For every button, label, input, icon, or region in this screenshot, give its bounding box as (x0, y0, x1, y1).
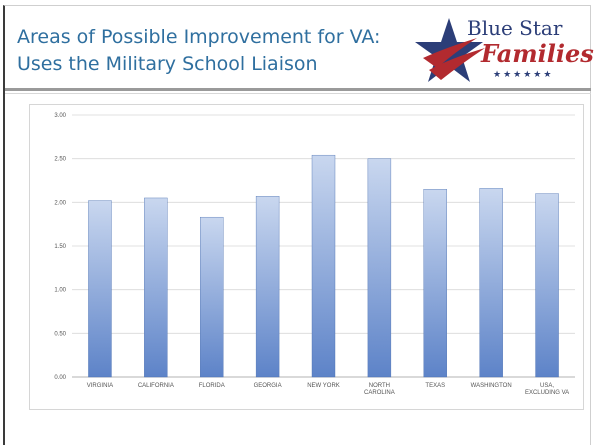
y-tick-label: 3.00 (54, 113, 66, 119)
blue-star-families-logo: Blue Star Families ★★★★★★ (415, 12, 594, 88)
x-category-label: VIRGINIA (87, 383, 113, 389)
x-category-label: FLORIDA (199, 383, 225, 389)
logo-text-families: Families (481, 39, 594, 68)
bar-california (144, 197, 168, 378)
bar-chart: 0.00 0.50 1.00 1.50 2.00 2.50 3.00 VIRGINIA CAL… (54, 113, 575, 396)
x-category-label: NEW YORK (307, 383, 340, 389)
x-category-label: GEORGIA (254, 383, 282, 389)
slide-header: Areas of Possible Improvement for VA: Us… (5, 6, 594, 88)
header-divider (5, 88, 591, 91)
x-category-label: NORTH CAROLINA (364, 383, 395, 396)
bar-new-york (311, 154, 336, 378)
logo-text-blue-star: Blue Star (467, 16, 563, 40)
bar-north-carolina (367, 158, 392, 378)
star-icon (415, 18, 485, 82)
y-tick-label: 2.00 (54, 200, 66, 206)
bar-florida (200, 216, 224, 378)
chart-container: 0.00 0.50 1.00 1.50 2.00 2.50 3.00 VIRGINIA CAL… (29, 104, 584, 410)
bar-washington (479, 188, 503, 378)
y-tick-label: 0.50 (54, 331, 66, 337)
bar-georgia (255, 196, 280, 378)
y-tick-label: 0.00 (54, 375, 66, 381)
slide-title-line-1: Areas of Possible Improvement for VA: (17, 26, 381, 48)
slide-title: Areas of Possible Improvement for VA: Us… (17, 24, 380, 78)
x-category-label: TEXAS (425, 383, 445, 389)
bar-usa-excluding-va (535, 193, 559, 378)
header-divider-thin (5, 93, 591, 94)
y-tick-label: 1.50 (54, 244, 66, 250)
slide: Areas of Possible Improvement for VA: Us… (3, 5, 594, 445)
y-tick-label: 1.00 (54, 288, 66, 294)
x-category-label: USA, EXCLUDING VA (525, 383, 569, 396)
x-category-label: WASHINGTON (471, 383, 512, 389)
slide-title-line-2: Uses the Military School Liaison (17, 53, 318, 75)
bar-virginia (88, 200, 112, 378)
y-tick-label: 2.50 (54, 157, 66, 163)
bar-texas (423, 189, 447, 378)
x-axis-labels: VIRGINIA CALIFORNIA FLORIDA GEORGIA NEW YORK… (87, 383, 569, 396)
y-axis-ticks: 0.00 0.50 1.00 1.50 2.00 2.50 3.00 (54, 113, 66, 381)
bars (88, 154, 559, 378)
x-category-label: CALIFORNIA (138, 383, 174, 389)
logo-stars: ★★★★★★ (493, 69, 554, 79)
